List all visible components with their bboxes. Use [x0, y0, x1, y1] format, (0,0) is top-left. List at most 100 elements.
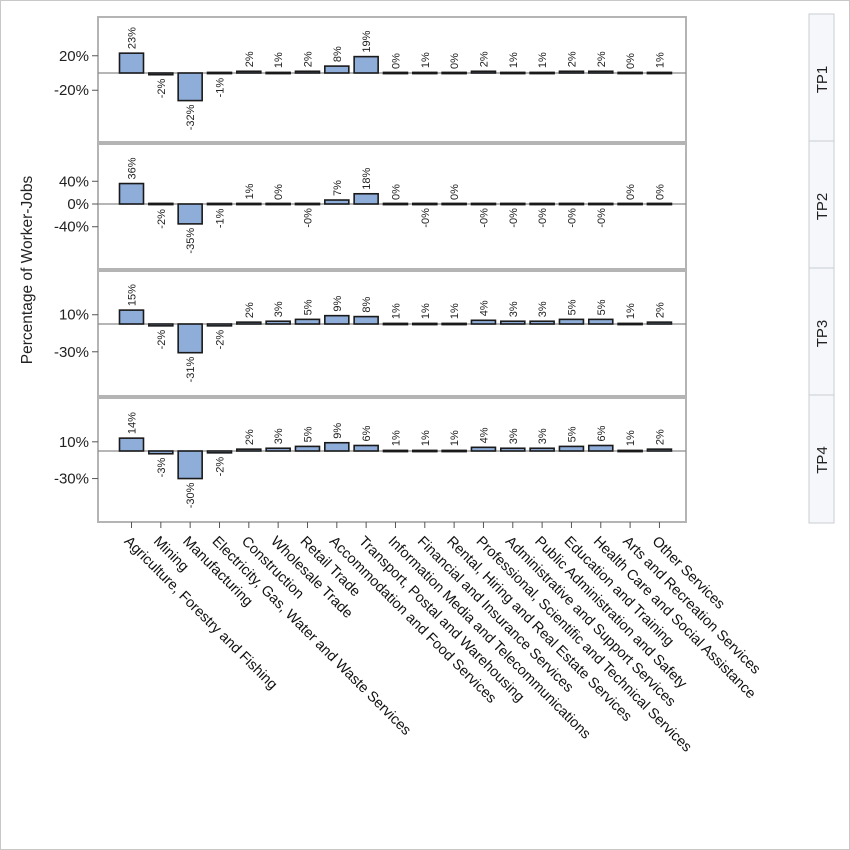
- bar-tp2: [265, 202, 291, 206]
- facet-strip-label: TP4: [814, 446, 831, 474]
- y-tick-label: 0%: [67, 196, 89, 213]
- data-label: 1%: [390, 303, 402, 319]
- data-label: -0%: [537, 208, 549, 228]
- data-label: -31%: [185, 356, 197, 382]
- bar-tp1: [529, 71, 555, 75]
- data-label: 2%: [244, 51, 256, 67]
- bar-tp3: [646, 321, 673, 325]
- data-label: 0%: [273, 184, 285, 200]
- bar-tp2: [294, 202, 321, 206]
- data-label: 1%: [537, 52, 549, 68]
- data-label: 3%: [273, 301, 285, 317]
- data-label: -2%: [214, 457, 226, 477]
- data-label: 1%: [449, 430, 461, 446]
- bar-tp1: [411, 71, 438, 75]
- y-tick-label: -30%: [54, 471, 89, 488]
- data-label: 0%: [625, 53, 637, 69]
- bar-tp3: [587, 318, 614, 325]
- data-label: 0%: [390, 184, 402, 200]
- data-label: 2%: [244, 302, 256, 318]
- data-label: 14%: [127, 412, 139, 434]
- bar-tp4: [470, 446, 497, 452]
- bar-tp4: [294, 445, 321, 452]
- bar-tp2: [617, 202, 643, 206]
- data-label: -0%: [566, 208, 578, 228]
- facet-strip-label: TP3: [814, 320, 831, 348]
- data-label: 1%: [420, 303, 432, 319]
- data-label: 9%: [332, 296, 344, 312]
- bar-tp2: [587, 202, 614, 206]
- y-axis-title: Percentage of Worker-Jobs: [19, 176, 36, 365]
- data-label: 2%: [596, 51, 608, 67]
- bar-tp2: [411, 202, 438, 206]
- y-tick-label: 20%: [59, 48, 89, 65]
- bar-tp4: [236, 448, 262, 452]
- bar-tp1: [499, 71, 526, 75]
- data-label: 2%: [244, 429, 256, 445]
- bar-tp3: [558, 318, 585, 325]
- bar-tp2: [499, 202, 526, 206]
- data-label: 2%: [654, 429, 666, 445]
- data-label: 2%: [566, 51, 578, 67]
- bar-tp3: [529, 320, 555, 325]
- data-label: 1%: [420, 52, 432, 68]
- bar-tp1: [470, 70, 497, 74]
- data-label: 2%: [302, 51, 314, 67]
- data-label: 2%: [654, 302, 666, 318]
- data-label: 3%: [273, 428, 285, 444]
- bar-tp2: [441, 202, 467, 206]
- data-label: 0%: [390, 53, 402, 69]
- data-label: 8%: [361, 296, 373, 312]
- data-label: 1%: [625, 303, 637, 319]
- bar-tp2: [206, 202, 233, 206]
- data-label: 4%: [478, 300, 490, 316]
- data-label: 5%: [566, 426, 578, 442]
- bar-tp4: [499, 447, 526, 452]
- data-label: -35%: [185, 228, 197, 254]
- bar-tp2: [646, 202, 673, 206]
- data-label: 6%: [596, 425, 608, 441]
- data-label: 0%: [625, 184, 637, 200]
- data-label: 7%: [332, 180, 344, 196]
- bar-tp2: [470, 202, 497, 206]
- data-label: 3%: [537, 301, 549, 317]
- data-label: -1%: [214, 78, 226, 98]
- data-label: -32%: [185, 104, 197, 130]
- bar-tp2: [558, 202, 585, 206]
- data-label: 0%: [654, 184, 666, 200]
- data-label: -0%: [508, 208, 520, 228]
- bar-tp3: [148, 323, 174, 327]
- bar-tp2: [324, 199, 350, 205]
- bar-tp1: [646, 71, 673, 75]
- data-label: 36%: [127, 157, 139, 179]
- bar-tp3: [265, 320, 291, 325]
- bar-tp4: [617, 449, 643, 453]
- facet-strip-label: TP2: [814, 193, 831, 221]
- facet-strip-label: TP1: [814, 66, 831, 94]
- data-label: 8%: [332, 46, 344, 62]
- data-label: 0%: [449, 53, 461, 69]
- data-label: -2%: [156, 330, 168, 350]
- data-label: 1%: [654, 52, 666, 68]
- bar-tp1: [265, 71, 291, 75]
- data-label: 2%: [478, 51, 490, 67]
- facet-strip: [808, 140, 835, 271]
- data-label: 3%: [537, 428, 549, 444]
- data-label: 6%: [361, 425, 373, 441]
- bar-tp4: [558, 445, 585, 452]
- y-tick-label: 10%: [59, 307, 89, 324]
- facet-strip: [808, 394, 835, 524]
- data-label: 15%: [127, 284, 139, 306]
- data-label: -1%: [214, 208, 226, 228]
- bar-tp3: [206, 323, 233, 327]
- bar-tp2: [148, 202, 174, 206]
- y-tick-label: -20%: [54, 82, 89, 99]
- bar-tp4: [529, 447, 555, 452]
- bar-tp3: [470, 319, 497, 325]
- data-label: 4%: [478, 427, 490, 443]
- bar-tp3: [382, 322, 409, 326]
- bar-tp1: [177, 72, 203, 102]
- data-label: 3%: [508, 301, 520, 317]
- data-label: 5%: [302, 299, 314, 315]
- facet-strip: [808, 267, 835, 398]
